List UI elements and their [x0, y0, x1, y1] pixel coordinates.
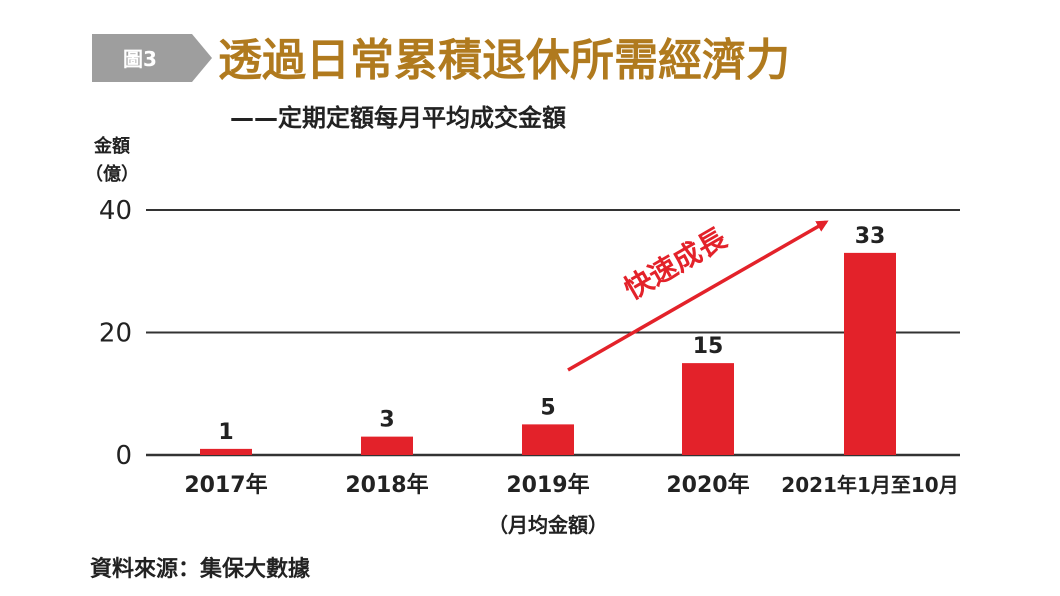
x-ticks: 2017年 2018年 2019年 2020年 2021年1月至10月 [184, 472, 958, 498]
bar [522, 424, 574, 455]
growth-annotation: 快速成長 [618, 221, 732, 306]
y-axis-label-line-2: （億） [85, 163, 139, 185]
chart-title: 透過日常累積退休所需經濟力 [218, 35, 790, 86]
y-tick-label: 40 [99, 196, 132, 226]
figure-label-badge: 圖3 [92, 34, 212, 82]
bar [200, 448, 252, 455]
data-label: 1 [218, 420, 233, 445]
y-tick-label: 0 [115, 441, 132, 471]
chart-subtitle: ——定期定額每月平均成交金額 [230, 104, 566, 132]
y-tick-label: 20 [99, 319, 132, 349]
x-tick-label: 2020年 [666, 472, 749, 498]
figure-label-shape [92, 34, 212, 82]
chart-source: 資料來源：集保大數據 [90, 556, 311, 582]
data-label: 33 [855, 224, 886, 249]
data-label: 5 [540, 395, 555, 420]
growth-arrow-line [567, 220, 829, 372]
x-tick-label: 2021年1月至10月 [781, 473, 958, 497]
x-tick-label: 2019年 [506, 472, 589, 498]
x-tick-label: 2018年 [345, 472, 428, 498]
y-ticks: 0 20 40 [99, 196, 132, 471]
bar [682, 363, 734, 455]
x-tick-label: 2017年 [184, 472, 267, 498]
x-axis-note: （月均金額） [488, 513, 608, 537]
figure-label-text: 圖3 [123, 47, 157, 71]
data-labels: 1 3 5 15 33 [218, 224, 885, 445]
data-label: 3 [379, 408, 394, 433]
bar [361, 436, 413, 455]
bar [844, 252, 896, 455]
data-label: 15 [693, 334, 724, 359]
y-axis-label-line-1: 金額 [93, 135, 130, 157]
bars [200, 252, 896, 455]
